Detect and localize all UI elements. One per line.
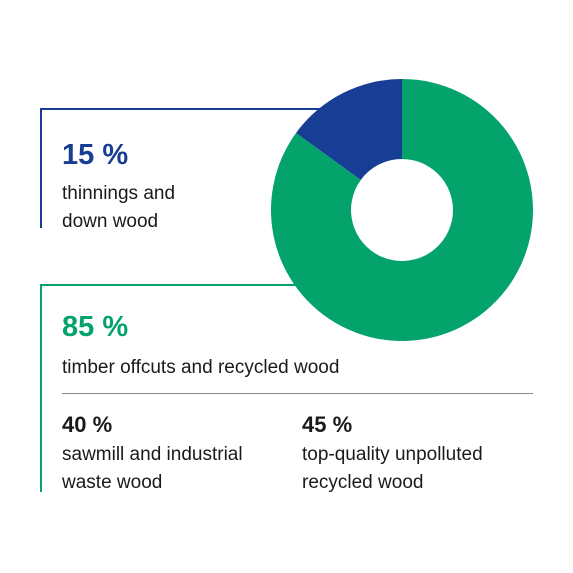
donut-slice-thinnings [296,79,402,181]
sawmill-label-line1: sawmill and industrial [62,444,243,465]
recycled-label-line1: top-quality unpolluted [302,444,483,465]
offcuts-bracket-horizontal [40,284,302,286]
recycled-percent: 45 % [302,412,353,437]
recycled-label-line2: recycled wood [302,472,424,493]
offcuts-percent: 85 % [62,311,129,343]
thinnings-bracket-horizontal [40,108,322,110]
thinnings-label-line1: thinnings and [62,183,176,204]
donut-slice-offcuts [271,79,533,341]
sawmill-percent: 40 % [62,412,113,437]
offcuts-bracket-vertical [40,284,42,492]
thinnings-percent: 15 % [62,139,129,171]
divider [62,393,533,394]
thinnings-bracket-vertical [40,108,42,228]
offcuts-label: timber offcuts and recycled wood [62,357,340,378]
thinnings-label-line2: down wood [62,211,159,232]
sawmill-label-line2: waste wood [62,472,163,493]
